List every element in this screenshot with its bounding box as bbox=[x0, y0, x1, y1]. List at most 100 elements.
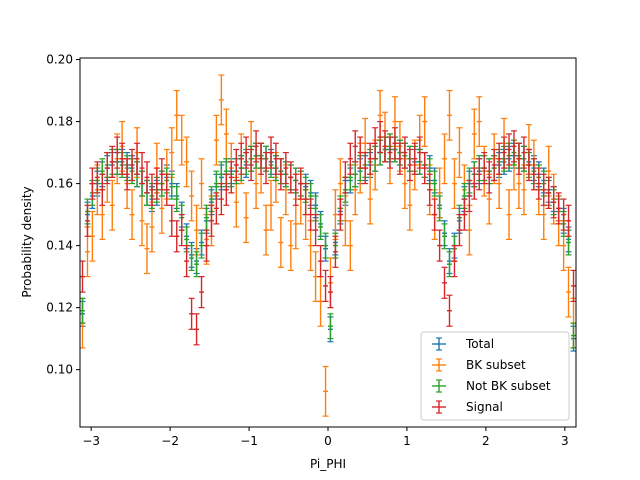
legend-item: Not BK subset bbox=[432, 379, 551, 393]
data-point bbox=[436, 195, 443, 222]
data-point bbox=[263, 151, 270, 185]
data-point bbox=[421, 96, 428, 147]
data-point bbox=[431, 198, 438, 231]
data-point bbox=[89, 210, 96, 262]
data-point bbox=[377, 120, 384, 154]
x-tick-label: −3 bbox=[82, 434, 100, 448]
data-point bbox=[287, 161, 294, 194]
data-point bbox=[401, 136, 408, 169]
data-point bbox=[268, 179, 275, 231]
data-point bbox=[481, 151, 488, 185]
x-tick-label: −1 bbox=[240, 434, 258, 448]
data-point bbox=[183, 136, 190, 188]
data-point bbox=[565, 266, 572, 318]
data-point bbox=[272, 142, 279, 175]
data-point bbox=[312, 251, 319, 303]
y-tick-label: 0.20 bbox=[46, 53, 73, 67]
data-point bbox=[461, 198, 468, 231]
data-point bbox=[471, 167, 478, 200]
data-point bbox=[198, 232, 205, 259]
data-point bbox=[342, 161, 349, 194]
legend: Total BK subset Not BK subset Signal bbox=[420, 331, 570, 421]
data-point bbox=[124, 158, 131, 191]
data-point bbox=[109, 179, 116, 231]
data-point bbox=[282, 151, 289, 185]
data-point bbox=[352, 130, 359, 163]
data-point bbox=[287, 220, 294, 272]
data-point bbox=[332, 235, 339, 268]
data-point bbox=[94, 161, 101, 194]
x-tick-label: 1 bbox=[403, 434, 411, 448]
data-point bbox=[362, 151, 369, 185]
data-point bbox=[441, 266, 448, 299]
data-point bbox=[337, 198, 344, 231]
data-point bbox=[307, 198, 314, 231]
data-point bbox=[148, 173, 155, 206]
data-point bbox=[99, 173, 106, 206]
data-point bbox=[446, 294, 453, 327]
data-point bbox=[228, 161, 235, 194]
data-point bbox=[550, 186, 557, 219]
data-point bbox=[372, 127, 379, 160]
data-point bbox=[213, 192, 220, 225]
data-point bbox=[560, 198, 567, 231]
data-point bbox=[143, 223, 150, 275]
data-point bbox=[491, 148, 498, 182]
data-point bbox=[386, 136, 393, 169]
y-tick-label: 0.12 bbox=[46, 301, 73, 315]
y-tick-label: 0.10 bbox=[46, 363, 73, 377]
data-point bbox=[347, 220, 354, 272]
data-point bbox=[277, 217, 284, 268]
data-point bbox=[501, 136, 508, 169]
data-point bbox=[143, 161, 150, 194]
data-point bbox=[258, 142, 265, 175]
data-point bbox=[456, 213, 463, 247]
data-point bbox=[466, 179, 473, 213]
data-point bbox=[391, 127, 398, 160]
x-tick-label: 0 bbox=[324, 434, 332, 448]
data-point bbox=[218, 161, 225, 188]
series-layer bbox=[79, 74, 577, 417]
y-tick-label: 0.14 bbox=[46, 239, 73, 253]
data-point bbox=[208, 204, 215, 237]
data-point bbox=[153, 167, 160, 200]
legend-label: Signal bbox=[466, 400, 503, 414]
data-point bbox=[506, 133, 513, 166]
legend-label: BK subset bbox=[466, 358, 526, 372]
data-point bbox=[451, 158, 458, 209]
data-point bbox=[416, 136, 423, 169]
data-point bbox=[129, 148, 136, 182]
x-axis-label: Pi_PHI bbox=[310, 457, 346, 471]
data-point bbox=[441, 223, 448, 250]
data-point bbox=[486, 161, 493, 194]
x-tick-label: 2 bbox=[482, 434, 490, 448]
data-point bbox=[218, 74, 225, 126]
data-point bbox=[139, 151, 146, 185]
data-point bbox=[347, 142, 354, 175]
data-point bbox=[203, 229, 210, 262]
data-point bbox=[555, 192, 562, 225]
data-point bbox=[158, 158, 165, 191]
data-point bbox=[446, 89, 453, 141]
data-point bbox=[109, 145, 116, 178]
data-point bbox=[253, 130, 260, 163]
data-point bbox=[540, 173, 547, 206]
data-point bbox=[168, 204, 175, 237]
data-point bbox=[173, 220, 180, 253]
data-point bbox=[545, 176, 552, 209]
data-point bbox=[193, 204, 200, 256]
data-point bbox=[476, 158, 483, 191]
data-point bbox=[411, 142, 418, 175]
y-axis: 0.10 0.12 0.14 0.16 0.18 0.20 bbox=[46, 53, 80, 377]
data-point bbox=[89, 167, 96, 200]
data-point bbox=[218, 182, 225, 216]
legend-item: Signal bbox=[432, 400, 503, 414]
data-point bbox=[496, 142, 503, 175]
data-point bbox=[297, 167, 304, 200]
data-point bbox=[525, 148, 532, 182]
data-point bbox=[565, 204, 572, 237]
data-point bbox=[223, 173, 230, 206]
data-point bbox=[367, 142, 374, 175]
data-point bbox=[302, 182, 309, 216]
